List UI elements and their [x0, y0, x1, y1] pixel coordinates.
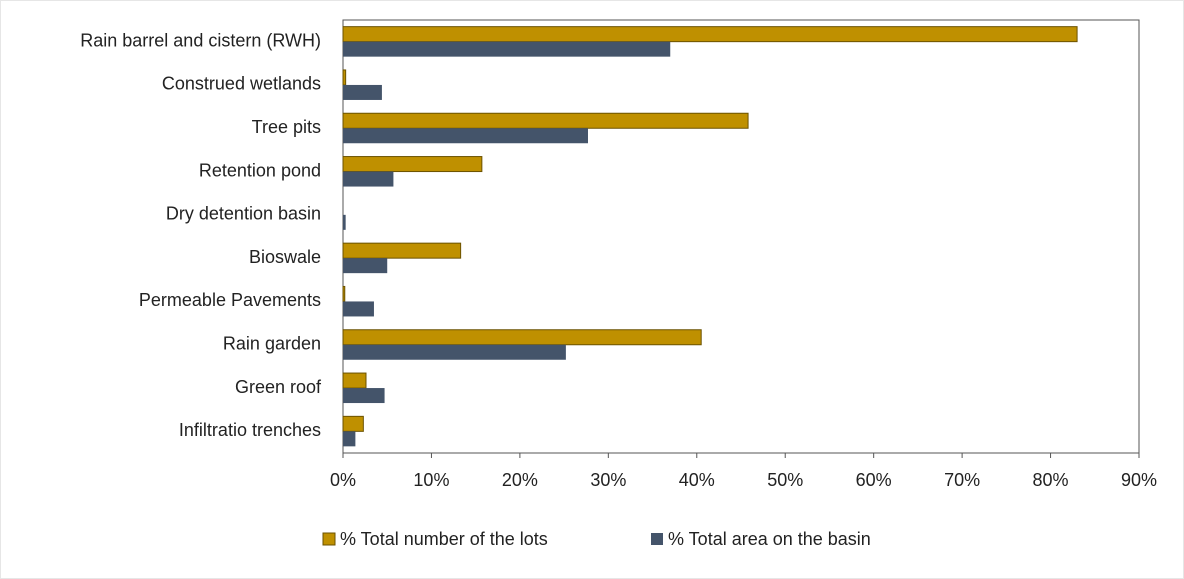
y-tick-label: Permeable Pavements — [139, 290, 321, 310]
bar — [343, 214, 346, 230]
y-tick-label: Green roof — [235, 377, 322, 397]
bar — [342, 372, 367, 389]
bar — [342, 285, 346, 302]
bar — [343, 128, 588, 144]
x-tick-label: 60% — [856, 470, 892, 490]
y-tick-label: Construed wetlands — [162, 74, 321, 94]
y-tick-label: Tree pits — [252, 117, 321, 137]
bar — [342, 329, 702, 346]
bar — [342, 415, 364, 432]
bar — [343, 171, 394, 187]
x-tick-label: 80% — [1033, 470, 1069, 490]
bar — [342, 26, 1078, 43]
legend-label: % Total number of the lots — [340, 529, 548, 549]
bar — [343, 41, 671, 57]
bar — [343, 344, 566, 360]
bar — [342, 242, 462, 259]
bar — [343, 301, 374, 317]
bar — [343, 84, 382, 100]
plot-frame — [342, 19, 1140, 454]
bar — [342, 112, 749, 129]
x-tick-label: 30% — [590, 470, 626, 490]
legend-swatch — [651, 533, 663, 545]
x-tick-label: 10% — [413, 470, 449, 490]
y-tick-label: Infiltratio trenches — [179, 420, 321, 440]
x-tick-label: 20% — [502, 470, 538, 490]
x-tick-label: 70% — [944, 470, 980, 490]
bar — [342, 69, 347, 86]
bar — [343, 388, 385, 404]
legend-label: % Total area on the basin — [668, 529, 871, 549]
x-tick-label: 50% — [767, 470, 803, 490]
y-tick-label: Rain garden — [223, 334, 321, 354]
x-tick-label: 90% — [1121, 470, 1157, 490]
bar — [343, 258, 388, 274]
y-tick-label: Rain barrel and cistern (RWH) — [80, 30, 321, 50]
bar — [343, 431, 356, 447]
x-tick-label: 40% — [679, 470, 715, 490]
y-tick-label: Dry detention basin — [166, 204, 321, 224]
y-tick-label: Bioswale — [249, 247, 321, 267]
y-tick-label: Retention pond — [199, 160, 321, 180]
bar — [342, 156, 483, 173]
legend-swatch — [322, 532, 336, 546]
x-tick-label: 0% — [330, 470, 356, 490]
